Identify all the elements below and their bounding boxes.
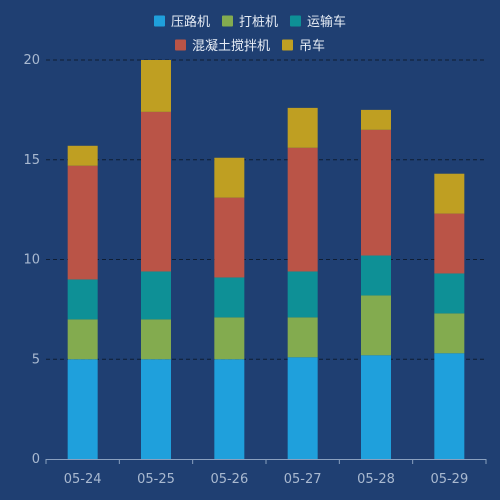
y-tick-label: 10 (23, 253, 40, 268)
y-tick-label: 15 (23, 153, 40, 168)
bar-segment-吊车[interactable] (434, 173, 465, 214)
legend-label: 打桩机 (239, 15, 278, 30)
bar-segment-打桩机[interactable] (287, 317, 318, 358)
bar-stack-05-25 (141, 60, 171, 459)
bar-segment-运输车[interactable] (287, 271, 318, 318)
x-tick-label: 05-24 (64, 472, 102, 487)
bar-segment-混凝土搅拌机[interactable] (434, 213, 465, 274)
bar-segment-打桩机[interactable] (214, 317, 245, 360)
legend-item-吊车[interactable]: 吊车 (282, 38, 325, 54)
x-tick-label: 05-25 (137, 472, 175, 487)
bar-segment-混凝土搅拌机[interactable] (287, 147, 318, 272)
bar-segment-压路机[interactable] (141, 359, 171, 459)
legend-swatch (222, 15, 233, 27)
bar-segment-打桩机[interactable] (361, 295, 391, 356)
legend-label: 混凝土搅拌机 (192, 38, 270, 54)
bar-segment-压路机[interactable] (214, 359, 245, 459)
bar-segment-压路机[interactable] (361, 355, 391, 459)
bar-segment-吊车[interactable] (361, 109, 391, 130)
legend-swatch (154, 15, 165, 27)
bar-segment-混凝土搅拌机[interactable] (214, 197, 245, 278)
y-tick-label: 20 (23, 53, 40, 68)
bar-segment-打桩机[interactable] (141, 319, 171, 360)
bar-stack-05-28 (361, 109, 391, 459)
x-tick-label: 05-26 (210, 472, 248, 487)
bar-segment-混凝土搅拌机[interactable] (67, 165, 98, 280)
x-tick-label: 05-28 (357, 472, 395, 487)
bar-segment-运输车[interactable] (141, 271, 171, 320)
bar-segment-压路机[interactable] (434, 353, 465, 459)
legend-item-运输车[interactable]: 运输车 (290, 14, 346, 30)
legend-item-打桩机[interactable]: 打桩机 (222, 15, 278, 30)
bar-segment-运输车[interactable] (434, 273, 465, 314)
y-tick-label: 5 (32, 352, 40, 367)
legend-swatch (175, 39, 186, 51)
legend-item-混凝土搅拌机[interactable]: 混凝土搅拌机 (175, 38, 270, 54)
x-tick-label: 05-27 (284, 472, 322, 487)
bar-segment-运输车[interactable] (361, 255, 391, 296)
bar-segment-运输车[interactable] (214, 277, 245, 318)
bar-segment-压路机[interactable] (287, 357, 318, 459)
legend-label: 吊车 (299, 38, 325, 54)
bar-segment-吊车[interactable] (214, 157, 245, 198)
bar-stack-05-24 (67, 145, 98, 459)
bar-stack-05-27 (287, 107, 318, 459)
bar-segment-吊车[interactable] (67, 145, 98, 166)
bar-stack-05-29 (434, 173, 465, 459)
bar-segment-吊车[interactable] (287, 107, 318, 148)
bar-segment-混凝土搅拌机[interactable] (141, 111, 171, 272)
bar-segment-打桩机[interactable] (434, 313, 465, 354)
y-tick-label: 0 (32, 452, 40, 467)
legend-item-压路机[interactable]: 压路机 (154, 14, 210, 30)
bar-segment-压路机[interactable] (67, 359, 98, 459)
bar-segment-运输车[interactable] (67, 279, 98, 320)
x-tick-label: 05-29 (430, 472, 468, 487)
grid-lines (46, 59, 486, 360)
legend-swatch (290, 15, 301, 27)
axes: 0 5 10 15 20 05-24 05-25 05-26 05-27 05-28 05-29 (23, 53, 487, 487)
bar-segment-吊车[interactable] (141, 60, 171, 112)
legend-label: 运输车 (307, 14, 346, 30)
bars (67, 60, 465, 459)
bar-stack-05-26 (214, 157, 245, 459)
bar-segment-混凝土搅拌机[interactable] (361, 129, 391, 256)
legend-swatch (282, 39, 293, 51)
bar-segment-打桩机[interactable] (67, 319, 98, 360)
legend-label: 压路机 (171, 14, 210, 30)
